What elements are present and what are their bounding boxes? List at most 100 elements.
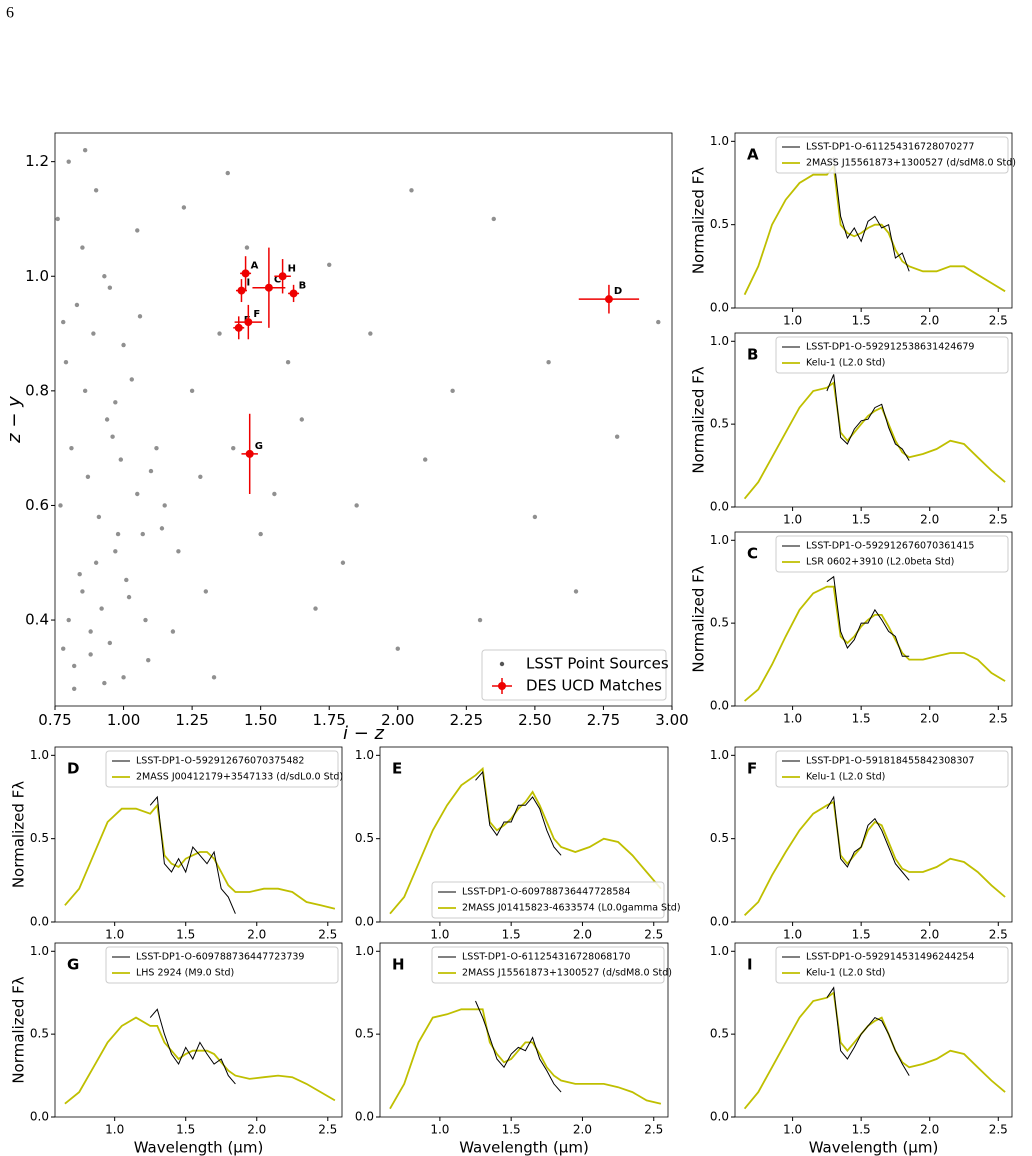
template-spectrum bbox=[744, 585, 1006, 702]
x-tick-label: 1.0 bbox=[105, 928, 124, 942]
point bbox=[258, 531, 263, 537]
panel-label: B bbox=[747, 346, 758, 364]
point bbox=[340, 560, 346, 565]
legend-label: LSR 0602+3910 (L2.0beta Std) bbox=[806, 557, 954, 568]
panel-label: F bbox=[747, 760, 757, 778]
point bbox=[80, 589, 85, 594]
point bbox=[61, 646, 66, 651]
observed-spectrum bbox=[826, 795, 910, 881]
x-tick-label: 1.5 bbox=[852, 928, 871, 942]
y-tick-label: 0.0 bbox=[30, 915, 49, 929]
match-label: B bbox=[299, 280, 307, 291]
legend-label: 2MASS J15561873+1300527 (d/sdM8.0 Std) bbox=[462, 968, 672, 979]
y-tick-label: 0.5 bbox=[355, 831, 374, 845]
observed-spectrum bbox=[826, 986, 910, 1076]
point bbox=[217, 331, 222, 336]
y-tick-label: 1.0 bbox=[710, 533, 729, 547]
y-tick-label: 0.5 bbox=[710, 1027, 729, 1041]
panel-label: A bbox=[747, 146, 759, 164]
plot-frame bbox=[734, 132, 1013, 309]
point bbox=[368, 331, 373, 336]
y-tick-label: 0.5 bbox=[710, 217, 729, 231]
y-tick-label: 0.8 bbox=[25, 381, 49, 399]
match-label: I bbox=[246, 278, 250, 289]
point bbox=[82, 388, 88, 394]
point bbox=[477, 617, 483, 623]
legend-label: LSST-DP1-O-592912538631424679 bbox=[806, 342, 974, 353]
x-tick-label: 2.25 bbox=[450, 711, 483, 729]
point bbox=[66, 159, 71, 164]
point bbox=[126, 594, 132, 600]
point bbox=[135, 491, 140, 497]
legend-box bbox=[775, 136, 1009, 174]
point bbox=[96, 514, 102, 520]
y-tick-label: 1.2 bbox=[25, 152, 49, 170]
match-label: C bbox=[274, 275, 281, 286]
point bbox=[198, 474, 203, 479]
point bbox=[137, 314, 143, 319]
x-tick-label: 2.5 bbox=[989, 314, 1008, 328]
match-point bbox=[604, 295, 613, 304]
x-tick-label: 1.0 bbox=[783, 513, 802, 527]
point bbox=[148, 468, 154, 474]
x-axis-label: Wavelength (μm) bbox=[459, 1139, 589, 1156]
x-tick-label: 2.0 bbox=[247, 1123, 266, 1137]
point bbox=[99, 606, 104, 611]
point bbox=[71, 686, 77, 692]
legend-label: LSST Point Sources bbox=[526, 655, 669, 673]
match-label: A bbox=[251, 260, 259, 271]
template-spectrum bbox=[743, 991, 1006, 1110]
point bbox=[80, 245, 85, 250]
x-tick-label: 1.5 bbox=[176, 1123, 195, 1137]
x-tick-label: 1.0 bbox=[783, 928, 802, 942]
panel-label: D bbox=[67, 760, 79, 778]
x-tick-label: 2.00 bbox=[381, 711, 414, 729]
legend-box bbox=[775, 535, 1009, 573]
y-tick-label: 1.0 bbox=[355, 748, 374, 762]
match-label: F bbox=[253, 309, 260, 320]
x-tick-label: 2.5 bbox=[318, 928, 337, 942]
x-axis-label: i − z bbox=[343, 723, 385, 744]
x-tick-label: 2.0 bbox=[920, 928, 939, 942]
legend-label: LSST-DP1-O-592914531496244254 bbox=[806, 952, 974, 963]
observed-spectrum bbox=[149, 795, 236, 914]
point bbox=[244, 245, 250, 250]
y-tick-label: 1.0 bbox=[710, 944, 729, 958]
x-tick-label: 1.5 bbox=[852, 1123, 871, 1137]
y-tick-label: 0.0 bbox=[710, 915, 729, 929]
y-axis-label: Normalized Fλ bbox=[690, 565, 708, 672]
y-tick-label: 0.5 bbox=[710, 831, 729, 845]
legend-marker bbox=[498, 682, 506, 690]
legend-label: 2MASS J15561873+1300527 (d/sdM8.0 Std) bbox=[806, 158, 1016, 169]
point bbox=[409, 188, 414, 193]
x-tick-label: 1.25 bbox=[175, 711, 208, 729]
observed-spectrum bbox=[475, 1000, 562, 1093]
point bbox=[124, 577, 129, 583]
x-axis-label: Wavelength (μm) bbox=[134, 1139, 264, 1156]
point bbox=[225, 170, 230, 176]
match-point bbox=[241, 269, 250, 278]
match-point bbox=[244, 318, 253, 327]
point bbox=[423, 457, 428, 462]
y-axis-label: Normalized Fλ bbox=[10, 976, 28, 1083]
point bbox=[91, 331, 96, 336]
legend-label: Kelu-1 (L2.0 Std) bbox=[806, 358, 885, 369]
point bbox=[146, 657, 151, 663]
x-tick-label: 2.5 bbox=[989, 1123, 1008, 1137]
y-axis-label: Normalized Fλ bbox=[690, 167, 708, 274]
y-tick-label: 1.0 bbox=[355, 944, 374, 958]
observed-spectrum bbox=[826, 374, 910, 461]
x-tick-label: 2.0 bbox=[573, 1123, 592, 1137]
match-point bbox=[245, 449, 254, 458]
x-tick-label: 2.5 bbox=[644, 928, 663, 942]
point bbox=[77, 572, 82, 577]
point bbox=[299, 417, 304, 422]
point bbox=[121, 675, 126, 680]
point bbox=[162, 503, 167, 508]
x-tick-label: 0.75 bbox=[38, 711, 71, 729]
match-point bbox=[278, 272, 287, 281]
point bbox=[140, 531, 145, 537]
x-tick-label: 1.00 bbox=[107, 711, 140, 729]
y-tick-label: 1.0 bbox=[25, 267, 49, 285]
x-tick-label: 1.5 bbox=[852, 513, 871, 527]
